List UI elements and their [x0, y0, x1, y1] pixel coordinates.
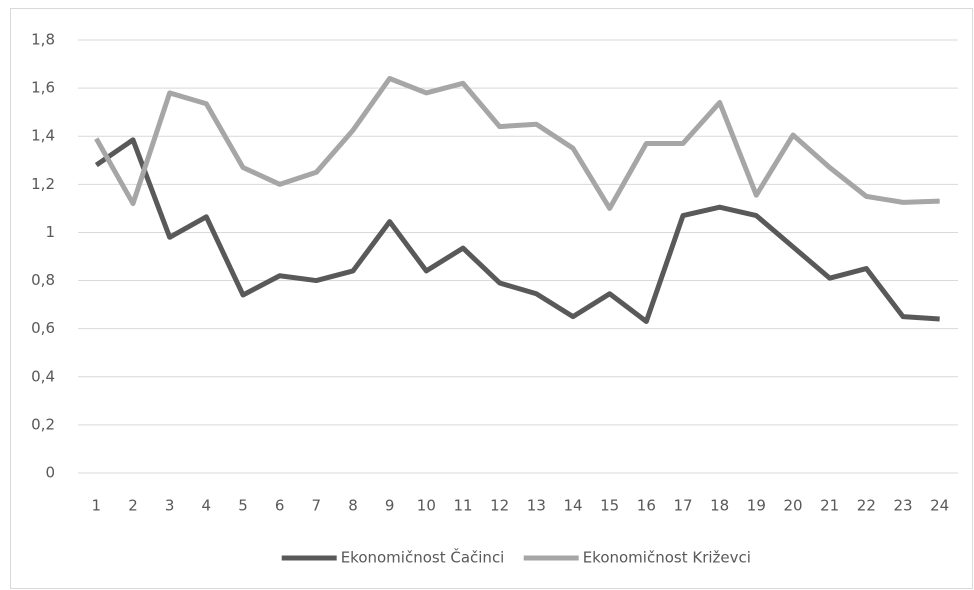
x-tick-label: 9 [385, 497, 395, 515]
y-tick-label: 1,4 [31, 127, 55, 145]
y-tick-label: 1 [45, 223, 55, 241]
x-tick-label: 11 [453, 497, 472, 515]
x-tick-label: 16 [637, 497, 656, 515]
x-tick-label: 10 [417, 497, 436, 515]
legend-label: Ekonomičnost Križevci [583, 549, 751, 567]
x-tick-label: 17 [673, 497, 692, 515]
series-line [94, 137, 940, 324]
y-tick-label: 1,2 [31, 175, 55, 193]
x-tick-label: 6 [275, 497, 285, 515]
x-tick-label: 18 [710, 497, 729, 515]
x-tick-label: 7 [312, 497, 322, 515]
x-tick-label: 21 [820, 497, 839, 515]
x-tick-label: 13 [527, 497, 546, 515]
x-tick-label: 12 [490, 497, 509, 515]
y-tick-label: 1,8 [31, 31, 55, 49]
x-tick-label: 20 [783, 497, 802, 515]
chart-frame [10, 8, 973, 589]
legend-label: Ekonomičnost Čačinci [341, 548, 505, 567]
x-tick-label: 5 [238, 497, 248, 515]
y-tick-label: 0,4 [31, 367, 55, 385]
x-tick-label: 24 [930, 497, 949, 515]
y-tick-label: 0,2 [31, 415, 55, 433]
x-tick-label: 23 [893, 497, 912, 515]
x-tick-label: 22 [857, 497, 876, 515]
x-tick-label: 2 [128, 497, 138, 515]
x-tick-label: 19 [747, 497, 766, 515]
y-tick-label: 0,6 [31, 319, 55, 337]
x-tick-label: 3 [165, 497, 175, 515]
x-tick-label: 4 [202, 497, 212, 515]
x-tick-label: 15 [600, 497, 619, 515]
series-line [94, 75, 940, 211]
y-tick-label: 0,8 [31, 271, 55, 289]
x-tick-label: 14 [563, 497, 582, 515]
x-tick-label: 1 [92, 497, 102, 515]
y-tick-label: 1,6 [31, 79, 55, 97]
x-tick-label: 8 [348, 497, 358, 515]
y-tick-label: 0 [45, 464, 55, 482]
